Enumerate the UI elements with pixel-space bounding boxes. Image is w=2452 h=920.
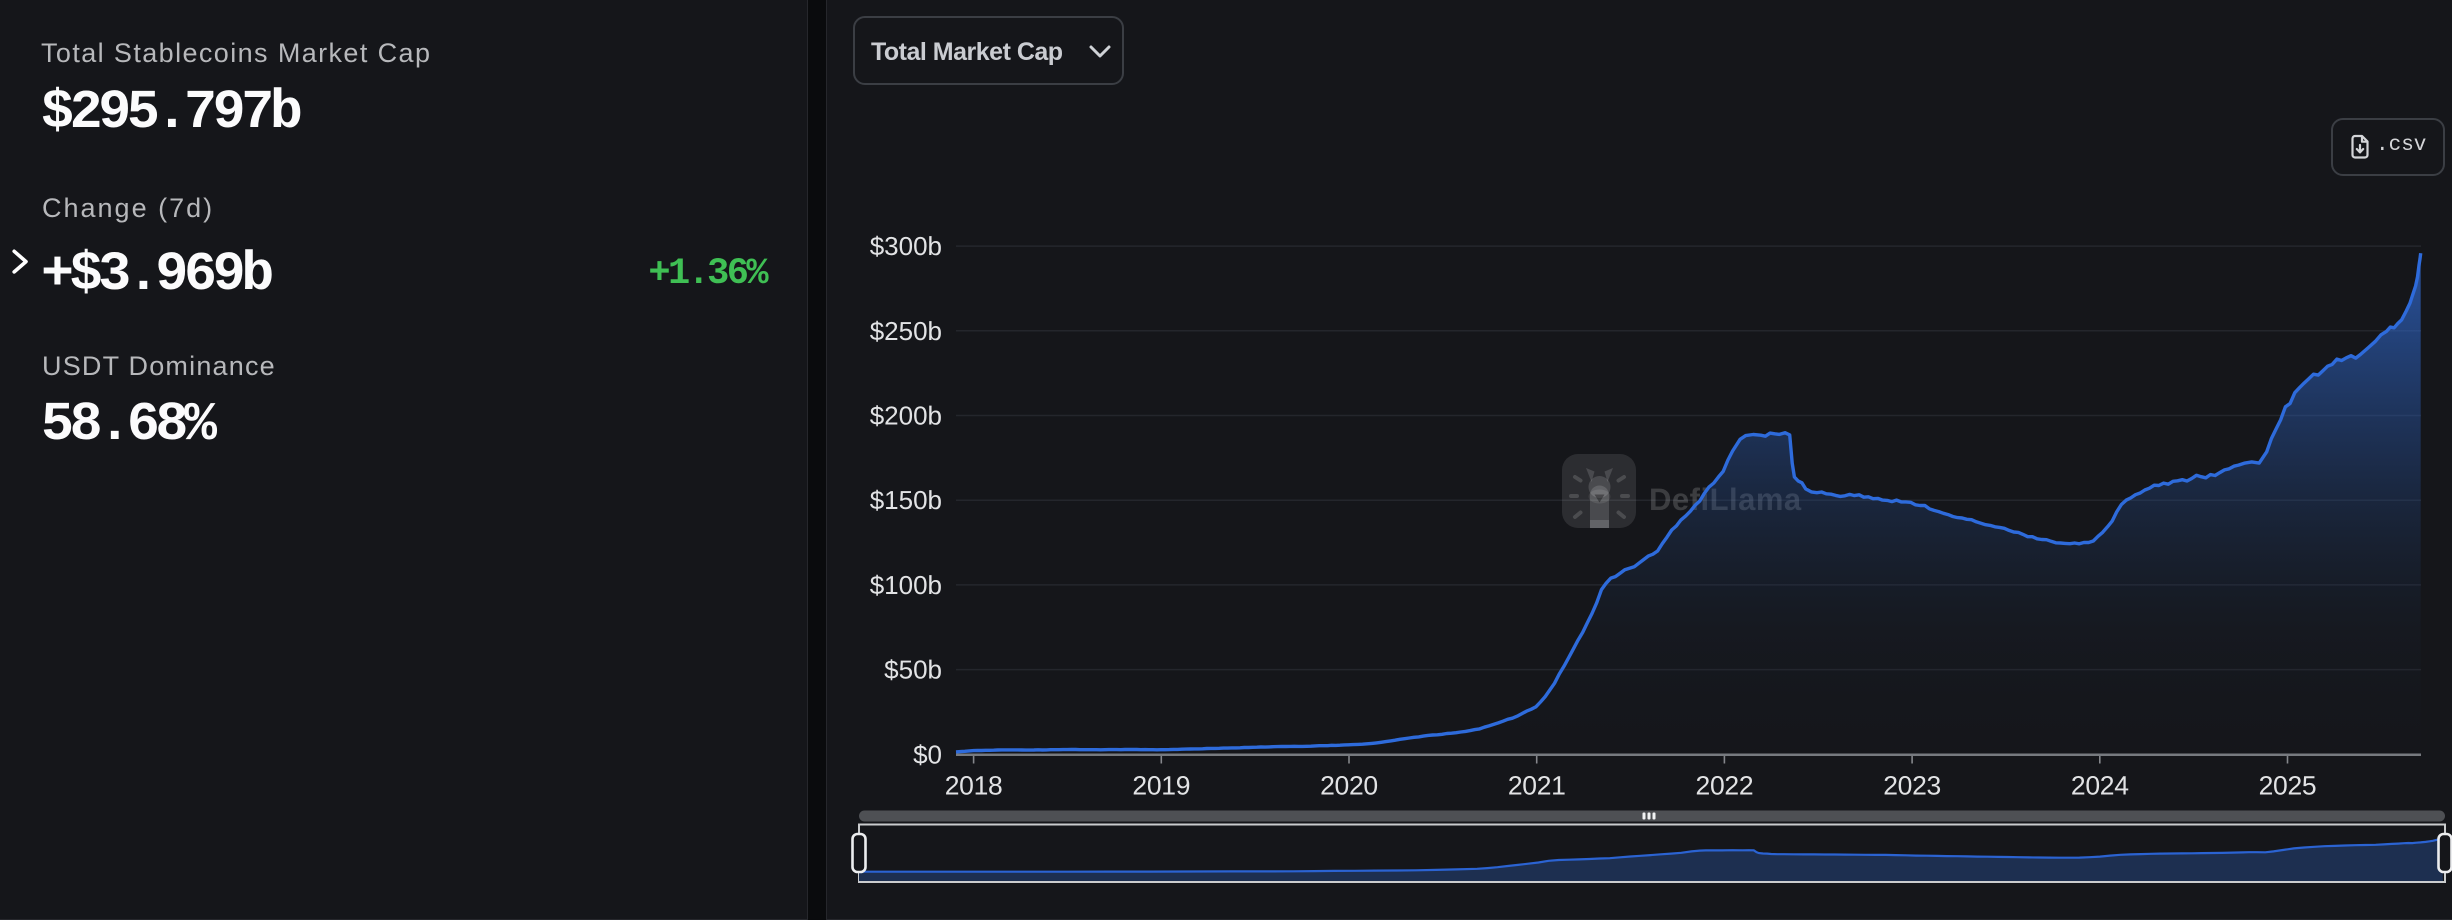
svg-text:2018: 2018 (945, 770, 1003, 800)
svg-text:2020: 2020 (1320, 770, 1378, 800)
svg-text:$100b: $100b (870, 570, 942, 600)
svg-text:2025: 2025 (2259, 770, 2317, 800)
svg-text:$250b: $250b (870, 316, 942, 346)
svg-text:2022: 2022 (1696, 770, 1754, 800)
svg-text:$200b: $200b (870, 401, 942, 431)
svg-text:2023: 2023 (1883, 770, 1941, 800)
svg-text:$0: $0 (913, 739, 942, 769)
svg-text:2021: 2021 (1508, 770, 1566, 800)
svg-text:$50b: $50b (884, 655, 942, 685)
svg-text:$150b: $150b (870, 485, 942, 515)
svg-text:$300b: $300b (870, 231, 942, 261)
svg-text:2019: 2019 (1132, 770, 1190, 800)
svg-text:2024: 2024 (2071, 770, 2129, 800)
